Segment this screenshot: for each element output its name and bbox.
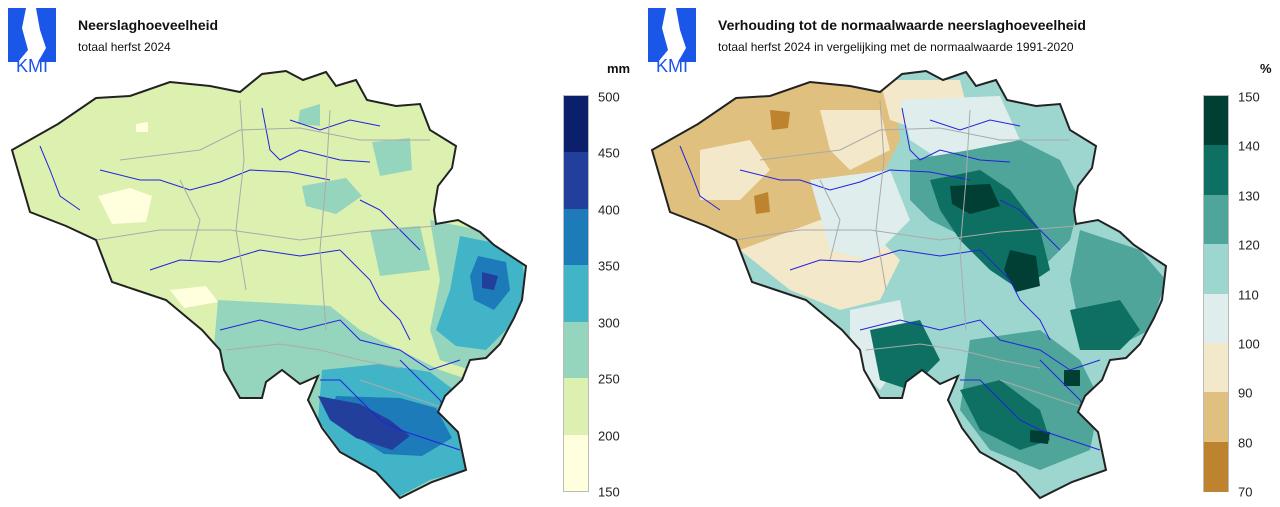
left-legend-swatch	[564, 208, 588, 266]
right-legend-swatch	[1204, 194, 1228, 245]
left-unit-label: mm	[607, 61, 631, 76]
precipitation-color-legend	[563, 95, 589, 492]
left-legend-tick-label: 150	[598, 484, 620, 500]
left-legend-swatch	[564, 321, 588, 379]
right-legend-swatch	[1204, 392, 1228, 443]
right-legend-tick-label: 110	[1238, 287, 1259, 302]
left-legend-swatch	[564, 378, 588, 436]
left-legend-tick-label: 250	[598, 371, 620, 387]
right-legend-tick-label: 100	[1238, 336, 1260, 352]
right-unit-label: %	[1260, 61, 1272, 76]
right-legend-swatch	[1204, 342, 1228, 393]
left-legend-tick-label: 350	[598, 258, 620, 274]
left-title: Neerslaghoeveelheid	[78, 17, 219, 33]
left-legend-tick-label: 200	[598, 428, 620, 444]
right-legend-tick-label: 120	[1238, 237, 1260, 253]
right-legend-swatch	[1204, 244, 1228, 294]
left-legend-tick-label: 450	[598, 145, 620, 161]
left-legend-swatch	[564, 152, 588, 210]
belgium-border	[10, 69, 528, 500]
right-legend-swatch	[1204, 293, 1228, 344]
right-legend-tick-label: 90	[1238, 385, 1253, 401]
left-legend-swatch	[564, 434, 588, 492]
kmi-logo-text: KMI	[16, 56, 48, 72]
right-legend-tick-label: 140	[1238, 138, 1260, 154]
right-title: Verhouding tot de normaalwaarde neerslag…	[718, 17, 1086, 33]
belgium-border	[650, 69, 1168, 500]
right-legend-tick-label: 150	[1238, 89, 1260, 105]
precipitation-legend-ticks: 500 450 400 350 300 250 200 150	[598, 90, 638, 500]
kmi-logo-text: KMI	[656, 56, 688, 72]
right-legend-tick-label: 70	[1238, 484, 1253, 500]
right-legend-swatch	[1204, 145, 1228, 196]
right-legend-swatch	[1204, 96, 1228, 146]
left-legend-tick-label: 500	[598, 89, 620, 105]
left-legend-swatch	[564, 96, 588, 153]
ratio-map	[650, 69, 1168, 500]
left-legend-swatch	[564, 265, 588, 323]
right-legend-swatch	[1204, 441, 1228, 492]
left-legend-tick-label: 400	[598, 202, 620, 218]
kmi-logo: KMI	[8, 8, 56, 72]
kmi-logo: KMI	[648, 8, 696, 72]
precipitation-map	[10, 69, 528, 500]
ratio-color-legend	[1203, 95, 1229, 492]
ratio-panel: KMI Verhouding tot de normaalwaarde neer…	[640, 0, 1280, 507]
left-subtitle: totaal herfst 2024	[78, 40, 171, 54]
right-legend-tick-label: 80	[1238, 435, 1253, 451]
precipitation-panel: KMI Neerslaghoeveelheid totaal herfst 20…	[8, 8, 638, 500]
ratio-legend-ticks: 150 140 130 120 110 100 90 80 70	[1238, 90, 1278, 500]
right-subtitle: totaal herfst 2024 in vergelijking met d…	[718, 40, 1074, 54]
right-legend-tick-label: 130	[1238, 188, 1260, 204]
left-legend-tick-label: 300	[598, 315, 620, 331]
